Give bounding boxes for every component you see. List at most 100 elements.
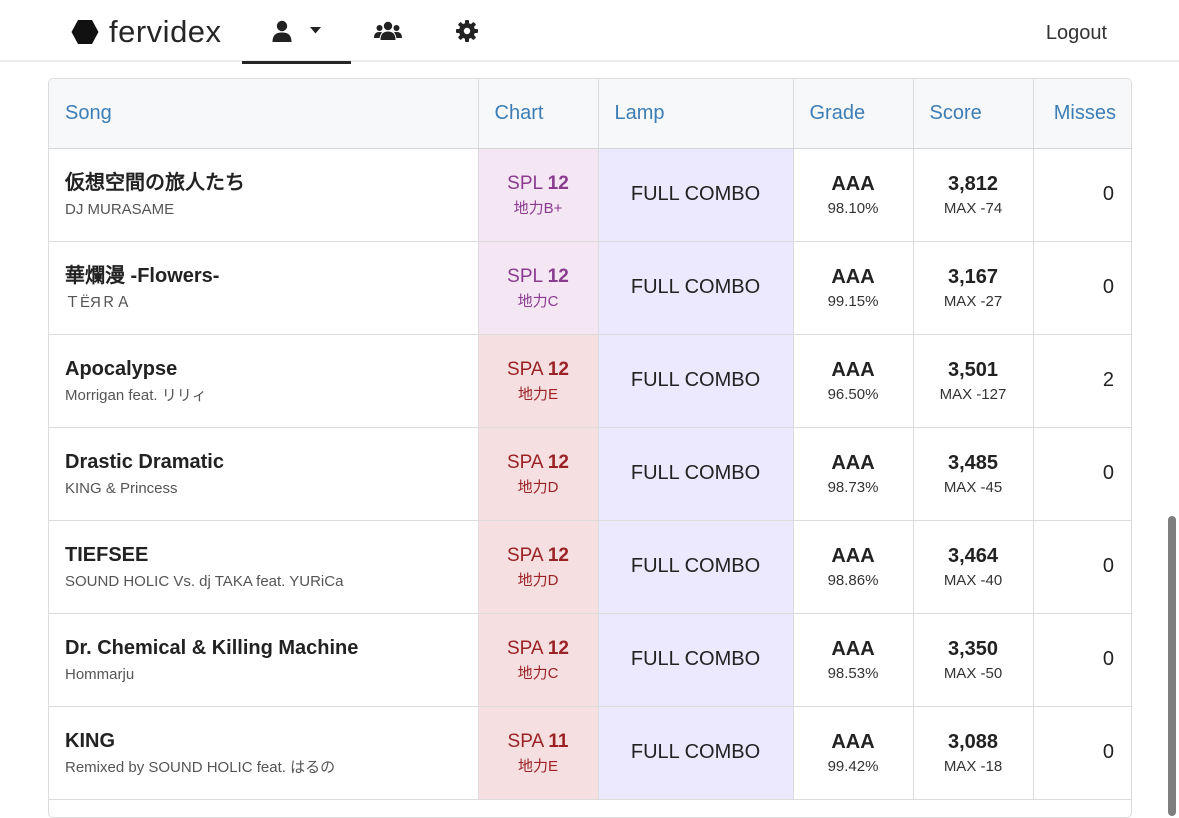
song-title[interactable]: Dr. Chemical & Killing Machine <box>65 636 359 659</box>
score-value: 3,485 <box>947 451 999 474</box>
chart-level: 12 <box>547 544 569 566</box>
grade-percent: 98.73% <box>827 478 879 496</box>
scores-table: Song Chart Lamp Grade Score Misses 仮想空間の… <box>49 79 1131 800</box>
table-row[interactable]: TIEFSEE SOUND HOLIC Vs. dj TAKA feat. YUR… <box>49 520 1131 614</box>
song-cell: KING Remixed by SOUND HOLIC feat. はるの <box>49 706 479 800</box>
chart-type: SPA <box>507 544 543 566</box>
misses-cell: 0 <box>1033 241 1131 335</box>
nav-users[interactable] <box>358 0 418 62</box>
score-max-diff: MAX -74 <box>943 199 1003 217</box>
grade-letter: AAA <box>831 172 875 195</box>
table-row[interactable]: Drastic Dramatic KING & Princess SPA 12 地力D… <box>49 427 1131 521</box>
lamp-label: FULL COMBO <box>630 648 761 670</box>
table-row[interactable]: Apocalypse Morrigan feat. リリィ SPA 12 地力E FUL… <box>49 334 1131 428</box>
header-lamp[interactable]: Lamp <box>598 79 794 149</box>
lamp-label: FULL COMBO <box>630 369 761 391</box>
logout-link[interactable]: Logout <box>1045 22 1107 44</box>
grade-letter: AAA <box>831 265 875 288</box>
lamp-cell: FULL COMBO <box>598 148 794 242</box>
song-cell: Dr. Chemical & Killing Machine Hommarju <box>49 613 479 707</box>
score-value: 3,812 <box>947 172 999 195</box>
table-row[interactable]: Dr. Chemical & Killing Machine Hommarju SP… <box>49 613 1131 707</box>
chart-tier: 地力C <box>517 292 559 310</box>
chart-cell[interactable]: SPA 12 地力E <box>478 334 599 428</box>
song-cell: TIEFSEE SOUND HOLIC Vs. dj TAKA feat. YUR… <box>49 520 479 614</box>
chart-cell[interactable]: SPA 12 地力C <box>478 613 599 707</box>
users-icon <box>374 21 402 40</box>
score-max-diff: MAX -50 <box>943 664 1003 682</box>
grade-cell: AAA 99.42% <box>793 706 914 800</box>
brand-logo[interactable]: fervidex <box>71 13 222 51</box>
song-artist: KING & Princess <box>65 479 178 497</box>
header-chart[interactable]: Chart <box>478 79 599 149</box>
misses-cell: 0 <box>1033 520 1131 614</box>
score-value: 3,088 <box>947 730 999 753</box>
misses-cell: 2 <box>1033 334 1131 428</box>
chart-type: SPA <box>507 451 543 473</box>
song-cell: 仮想空間の旅人たち DJ MURASAME <box>49 148 479 242</box>
table-row[interactable]: 華爛漫 -Flowers- ＴËЯＲＡ SPL 12 地力C FULL COMBO AAA… <box>49 241 1131 335</box>
misses-value: 0 <box>1102 462 1114 484</box>
table-row[interactable]: 仮想空間の旅人たち DJ MURASAME SPL 12 地力B+ FULL COMBO… <box>49 148 1131 242</box>
scrollbar-thumb[interactable] <box>1168 516 1176 816</box>
chart-cell[interactable]: SPL 12 地力B+ <box>478 148 599 242</box>
song-artist: Remixed by SOUND HOLIC feat. はるの <box>65 758 336 776</box>
chart-tier: 地力B+ <box>513 199 563 217</box>
top-navbar: fervidex <box>0 0 1179 64</box>
chart-cell[interactable]: SPA 12 地力D <box>478 520 599 614</box>
caret-down-icon <box>310 27 321 34</box>
score-cell: 3,350 MAX -50 <box>913 613 1034 707</box>
chart-type: SPL <box>507 265 543 287</box>
score-max-diff: MAX -27 <box>943 292 1003 310</box>
nav-profile-dropdown[interactable] <box>242 0 351 64</box>
lamp-label: FULL COMBO <box>630 741 761 763</box>
song-title[interactable]: TIEFSEE <box>65 543 149 566</box>
grade-percent: 98.86% <box>827 571 879 589</box>
grade-percent: 98.10% <box>827 199 879 217</box>
chart-tier: 地力E <box>517 757 558 775</box>
table-row[interactable]: KING Remixed by SOUND HOLIC feat. はるの SPA … <box>49 706 1131 800</box>
header-grade[interactable]: Grade <box>793 79 914 149</box>
misses-cell: 0 <box>1033 148 1131 242</box>
misses-value: 0 <box>1102 741 1114 763</box>
header-song[interactable]: Song <box>49 79 479 149</box>
chart-type: SPA <box>507 637 543 659</box>
song-title[interactable]: Drastic Dramatic <box>65 450 224 473</box>
grade-cell: AAA 98.53% <box>793 613 914 707</box>
song-title[interactable]: 華爛漫 -Flowers- <box>65 264 220 287</box>
nav-settings[interactable] <box>440 0 494 62</box>
song-artist: SOUND HOLIC Vs. dj TAKA feat. YURiCa <box>65 572 344 590</box>
score-max-diff: MAX -18 <box>943 757 1003 775</box>
song-cell: Apocalypse Morrigan feat. リリィ <box>49 334 479 428</box>
chart-level: 12 <box>547 265 569 287</box>
song-title[interactable]: 仮想空間の旅人たち <box>65 171 245 194</box>
chart-cell[interactable]: SPA 11 地力E <box>478 706 599 800</box>
misses-value: 0 <box>1102 555 1114 577</box>
header-misses[interactable]: Misses <box>1033 79 1131 149</box>
grade-cell: AAA 98.73% <box>793 427 914 521</box>
song-title[interactable]: KING <box>65 729 115 752</box>
user-icon <box>272 20 292 42</box>
chart-type: SPA <box>507 730 544 752</box>
lamp-cell: FULL COMBO <box>598 334 794 428</box>
grade-percent: 98.53% <box>827 664 879 682</box>
score-cell: 3,501 MAX -127 <box>913 334 1034 428</box>
lamp-label: FULL COMBO <box>630 555 761 577</box>
chart-cell[interactable]: SPL 12 地力C <box>478 241 599 335</box>
misses-value: 0 <box>1102 648 1114 670</box>
score-value: 3,167 <box>947 265 999 288</box>
page-scrollbar[interactable] <box>1165 62 1179 816</box>
scores-table-container: Song Chart Lamp Grade Score Misses 仮想空間の… <box>48 78 1132 818</box>
score-cell: 3,812 MAX -74 <box>913 148 1034 242</box>
table-header-row: Song Chart Lamp Grade Score Misses <box>49 79 1131 149</box>
header-score[interactable]: Score <box>913 79 1034 149</box>
misses-cell: 0 <box>1033 706 1131 800</box>
song-artist: DJ MURASAME <box>65 200 175 218</box>
chart-cell[interactable]: SPA 12 地力D <box>478 427 599 521</box>
song-cell: 華爛漫 -Flowers- ＴËЯＲＡ <box>49 241 479 335</box>
misses-cell: 0 <box>1033 613 1131 707</box>
grade-percent: 99.15% <box>827 292 879 310</box>
grade-cell: AAA 98.10% <box>793 148 914 242</box>
song-title[interactable]: Apocalypse <box>65 357 178 380</box>
lamp-label: FULL COMBO <box>630 183 761 205</box>
